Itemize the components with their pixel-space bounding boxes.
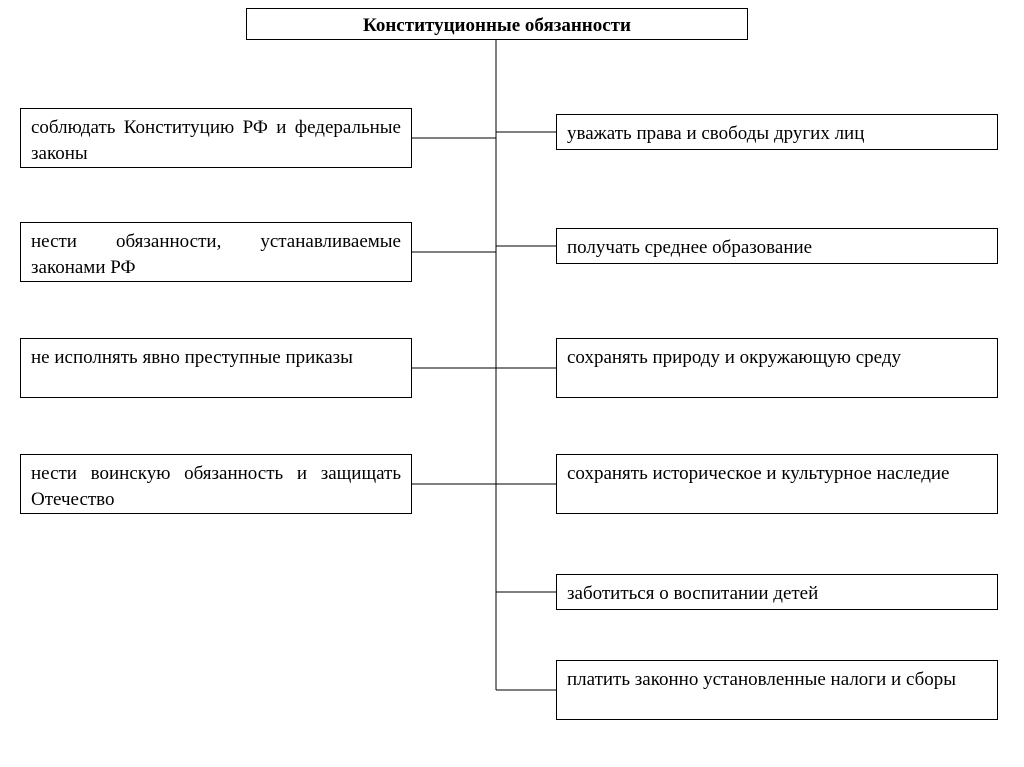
right-node-3: сохранять историческое и культурное насл… bbox=[556, 454, 998, 514]
right-node-4: заботиться о воспитании детей bbox=[556, 574, 998, 610]
right-node-5: платить законно установленные налоги и с… bbox=[556, 660, 998, 720]
left-node-0: соблюдать Конституцию РФ и федеральные з… bbox=[20, 108, 412, 168]
left-node-2: не исполнять явно преступные приказы bbox=[20, 338, 412, 398]
diagram-canvas: Конституционные обязанности соблюдать Ко… bbox=[0, 0, 1024, 767]
left-node-1: нести обязанности, устанавлива­емые зако… bbox=[20, 222, 412, 282]
right-node-0: уважать права и свободы других лиц bbox=[556, 114, 998, 150]
diagram-title: Конституционные обязанности bbox=[246, 8, 748, 40]
left-node-3: нести воинскую обязанность и защищать От… bbox=[20, 454, 412, 514]
right-node-1: получать среднее образование bbox=[556, 228, 998, 264]
right-node-2: сохранять природу и окружающую среду bbox=[556, 338, 998, 398]
